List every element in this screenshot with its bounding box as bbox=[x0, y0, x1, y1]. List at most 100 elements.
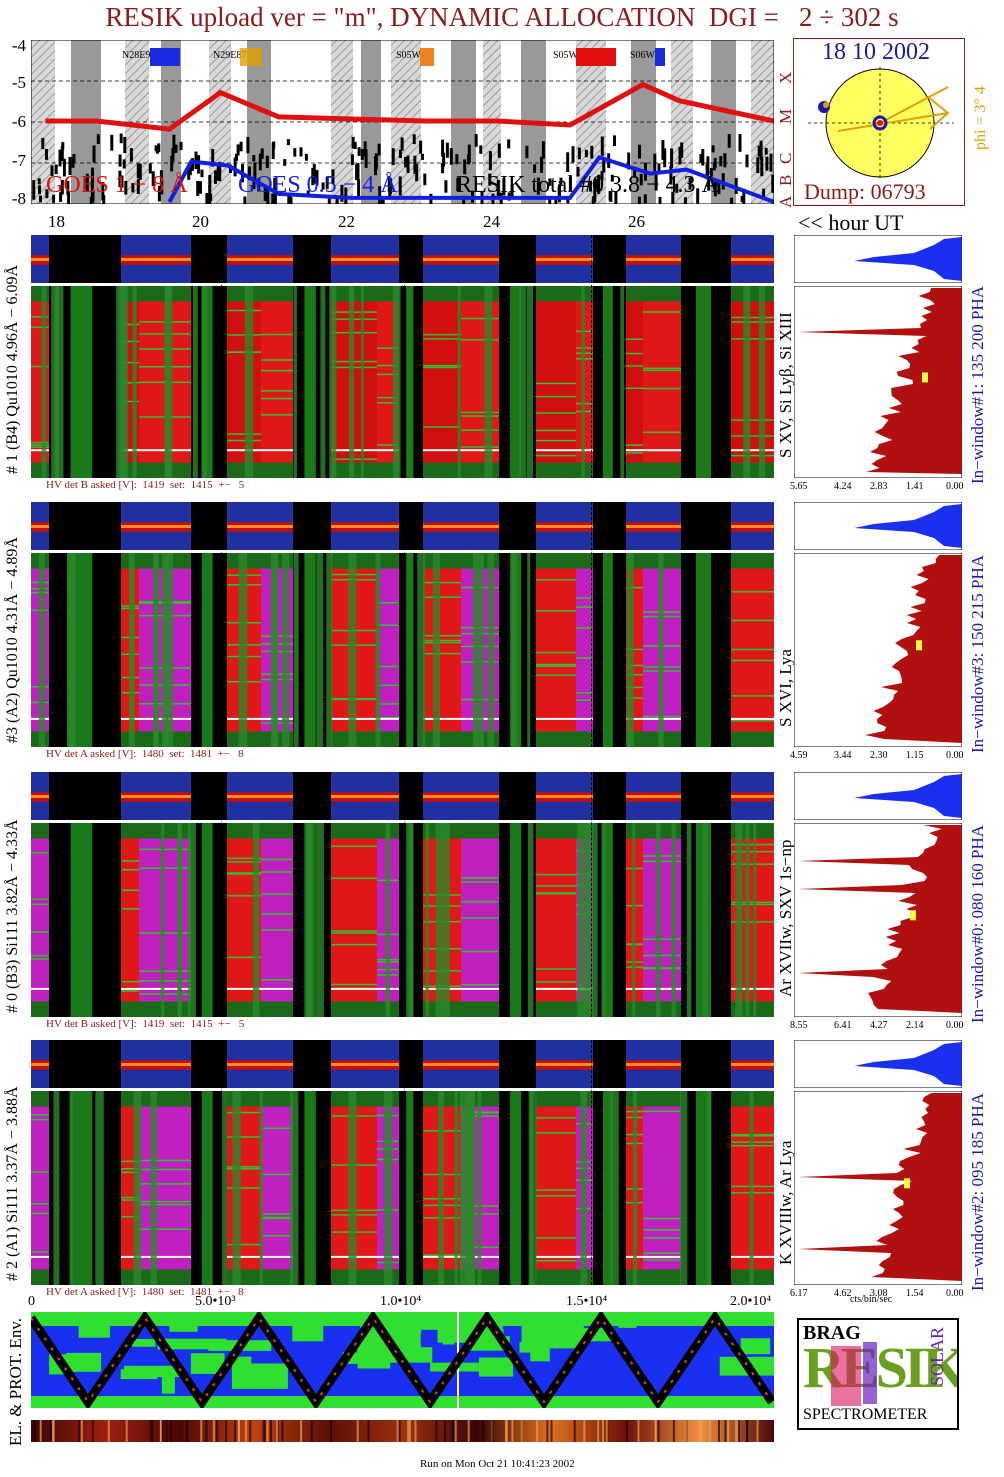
hv-label: HV det A asked [V]: 1480 set: 1481 +− 8 bbox=[46, 748, 244, 760]
pha-histogram bbox=[794, 502, 962, 550]
histogram-scale-tick: 0.00 bbox=[946, 1020, 964, 1031]
hour-line bbox=[221, 235, 222, 478]
logo-spectrometer: SPECTROMETER bbox=[803, 1406, 928, 1423]
hour-line bbox=[221, 772, 222, 1017]
hour-line bbox=[591, 1040, 592, 1285]
hour-line bbox=[404, 235, 405, 478]
ar-label: S05W04 bbox=[396, 50, 431, 61]
panel-left-label: # 1 (B4) Qu1010 4.96Å − 6.09Å bbox=[4, 264, 21, 474]
env-tick: 1.5•10⁴ bbox=[566, 1294, 608, 1309]
panel-left-label: # 2 (A1) Si111 3.37Å − 3.88Å bbox=[4, 1086, 21, 1282]
goes-y-axis: -4 -5 -6 -7 -8 bbox=[0, 36, 30, 208]
panel-line-label: S XV, Si Lyβ, Si XIII bbox=[776, 312, 795, 458]
spectrogram bbox=[31, 823, 774, 1017]
goes-short-series bbox=[167, 155, 774, 204]
histogram-scale-tick: 0.00 bbox=[946, 750, 964, 761]
histogram-scale-tick: 0.00 bbox=[946, 1288, 964, 1299]
in-window-label: In−window#1: 135 200 PHA bbox=[968, 285, 987, 484]
panel-left-label: # 0 (B3) Si111 3.82Å − 4.33Å bbox=[4, 819, 21, 1013]
ar-label: N28E92 bbox=[122, 50, 156, 61]
histogram-scale-tick: 6.17 bbox=[790, 1288, 808, 1299]
histogram-scale-tick: 1.15 bbox=[906, 750, 924, 761]
hour-line bbox=[591, 502, 592, 747]
logo-resik: RESIK bbox=[803, 1335, 959, 1400]
time-tick: 22 bbox=[338, 212, 355, 231]
histogram-scale-tick: 4.27 bbox=[870, 1020, 888, 1031]
pha-histogram bbox=[794, 1040, 962, 1088]
pha-strip bbox=[31, 235, 774, 283]
y-tick: -8 bbox=[11, 189, 26, 208]
footer-run-info: Run on Mon Oct 21 10:41:23 2002 bbox=[420, 1458, 575, 1470]
time-axis-label: << hour UT bbox=[798, 210, 904, 235]
histogram-scale-tick: 1.41 bbox=[906, 481, 924, 492]
env-tick: 5.0•10³ bbox=[195, 1294, 236, 1309]
histogram-scale-tick: 1.54 bbox=[906, 1288, 924, 1299]
histogram-scale-tick: 5.65 bbox=[790, 481, 808, 492]
env-tick: 0 bbox=[28, 1294, 35, 1309]
pha-strip bbox=[31, 502, 774, 550]
ar-swatch bbox=[420, 48, 434, 66]
histogram-scale-tick: 4.59 bbox=[790, 750, 808, 761]
hv-label: HV det A asked [V]: 1480 set: 1481 +− 8 bbox=[46, 1286, 244, 1298]
dump-label: Dump: 06793 bbox=[804, 179, 926, 204]
spectrum-histogram bbox=[794, 823, 962, 1017]
spectrum-histogram bbox=[794, 1091, 962, 1285]
panel-line-label: S XVI, Lya bbox=[776, 649, 795, 727]
time-tick: 26 bbox=[628, 212, 645, 231]
ar-swatch bbox=[576, 48, 616, 66]
ar-swatch bbox=[240, 48, 262, 66]
histogram-scale-tick: 4.24 bbox=[834, 481, 852, 492]
y-tick: -6 bbox=[11, 112, 26, 131]
ar-label: S05W05 bbox=[553, 50, 588, 61]
histogram-scale-tick: 4.62 bbox=[834, 1288, 852, 1299]
ar-swatch bbox=[655, 48, 665, 66]
in-window-label: In−window#2: 095 185 PHA bbox=[968, 1092, 987, 1291]
env-tick: 2.0•10⁴ bbox=[730, 1294, 772, 1309]
histogram-scale-tick: 8.55 bbox=[790, 1020, 808, 1031]
ar-swatch bbox=[150, 48, 180, 66]
env-strip bbox=[31, 1420, 774, 1442]
histogram-scale-tick: 2.30 bbox=[870, 750, 888, 761]
y-tick: -7 bbox=[11, 151, 26, 170]
hour-line bbox=[404, 1040, 405, 1285]
spectrum-histogram bbox=[794, 553, 962, 747]
histogram-scale-tick: 2.14 bbox=[906, 1020, 924, 1031]
hour-line bbox=[221, 502, 222, 747]
sun-panel: 18 10 2002 Dump: 06793 bbox=[793, 38, 965, 206]
hv-label: HV det B asked [V]: 1419 set: 1415 +− 5 bbox=[46, 1018, 245, 1030]
logo-solar: SOLAR bbox=[927, 1326, 947, 1386]
page-title: RESIK upload ver = "m", DYNAMIC ALLOCATI… bbox=[105, 2, 899, 32]
spectrogram bbox=[31, 553, 774, 747]
goes-class-axis: X M C B A bbox=[774, 36, 795, 208]
legend-goes-long: GOES 1 − 8 Å bbox=[46, 172, 188, 198]
unit-label: cts/bin/sec bbox=[850, 1294, 893, 1305]
legend-resik: RESIK total #0 3.8 − 4.3 Å bbox=[456, 172, 719, 198]
ar-label: N29E87 bbox=[213, 50, 247, 61]
histogram-scale-tick: 3.08 bbox=[870, 1288, 888, 1299]
histogram-scale-tick: 3.44 bbox=[834, 750, 852, 761]
env-label: EL. & PROT. Env. bbox=[6, 1318, 25, 1446]
hour-line bbox=[221, 1040, 222, 1285]
y-tick: -5 bbox=[11, 73, 26, 92]
hour-line bbox=[591, 235, 592, 478]
hour-line bbox=[591, 772, 592, 1017]
in-window-label: In−window#0: 080 160 PHA bbox=[968, 824, 987, 1023]
goes-chart bbox=[31, 40, 774, 204]
legend-goes-short: GOES 0.5 − 4 Å bbox=[238, 172, 398, 198]
env-tick: 1.0•10⁴ bbox=[380, 1294, 422, 1309]
hv-label: HV det B asked [V]: 1419 set: 1415 +− 5 bbox=[46, 479, 245, 491]
pha-histogram bbox=[794, 235, 962, 283]
logo-brag: BRAG bbox=[803, 1322, 861, 1344]
panel-line-label: K XVIIIw, Ar Lya bbox=[776, 1140, 795, 1265]
y-tick: -4 bbox=[11, 36, 26, 55]
sun-disk bbox=[808, 67, 954, 179]
time-tick: 18 bbox=[48, 212, 65, 231]
phi-label: phi = 3° 4 bbox=[972, 86, 989, 150]
logo-e bbox=[831, 1346, 861, 1406]
in-window-label: In−window#3: 150 215 PHA bbox=[968, 554, 987, 753]
spectrum-histogram bbox=[794, 286, 962, 478]
goes-long-series bbox=[45, 81, 774, 132]
pha-histogram bbox=[794, 772, 962, 820]
hour-line bbox=[404, 772, 405, 1017]
spectrogram bbox=[31, 286, 774, 478]
